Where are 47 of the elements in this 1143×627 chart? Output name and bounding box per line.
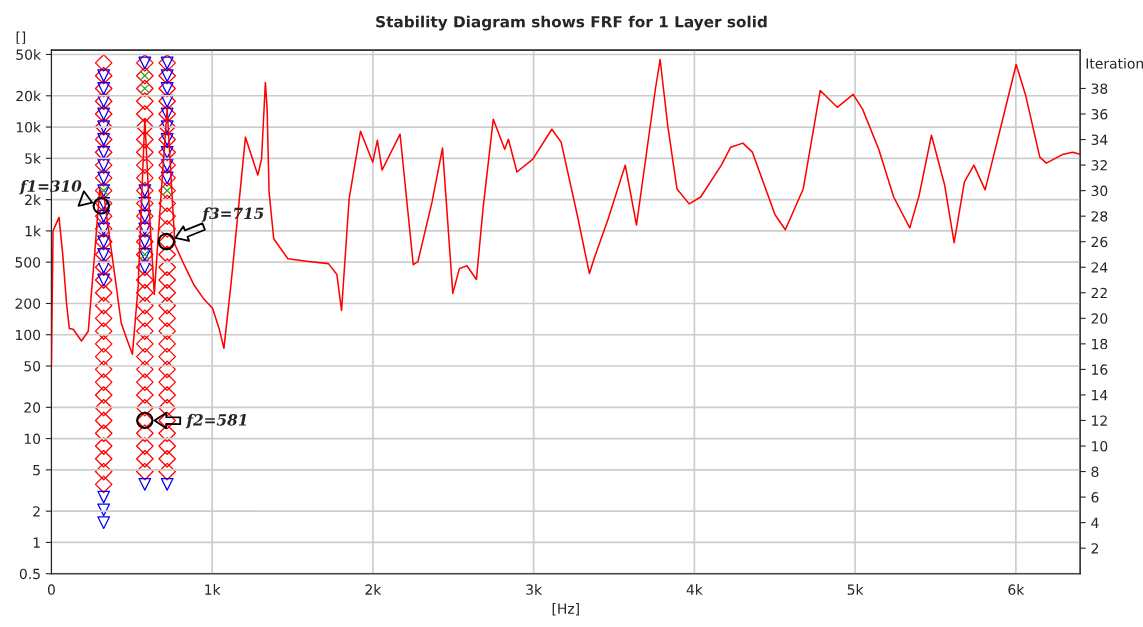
chart-title: Stability Diagram shows FRF for 1 Layer solid — [376, 15, 767, 31]
x-tick-label: 5k — [847, 584, 864, 595]
y-tick-label: 100 — [16, 329, 41, 341]
y-tick-label: 50k — [16, 49, 41, 60]
y-tick-label: 10k — [16, 121, 41, 133]
y2-tick-label: 12 — [1092, 415, 1107, 426]
y2-tick-label: 28 — [1091, 211, 1108, 222]
y2-tick-label: 36 — [1091, 108, 1108, 120]
y2-tick-label: 24 — [1091, 262, 1108, 273]
y-tick-label: 1k — [25, 225, 41, 237]
y-tick-label: 2 — [33, 506, 40, 517]
y-tick-label: 200 — [15, 298, 41, 309]
y-tick-label: 5k — [25, 153, 41, 164]
x-tick-label: 2k — [365, 584, 382, 595]
y-tick-label: 2k — [25, 194, 41, 205]
y2-tick-label: 10 — [1092, 440, 1108, 452]
y-tick-label: 20k — [16, 90, 41, 102]
x-tick-label: 0 — [47, 584, 55, 595]
y2-tick-label: 4 — [1091, 517, 1099, 528]
y-tick-label: 50 — [24, 360, 41, 372]
y-tick-label: 20 — [24, 402, 41, 413]
y2-tick-label: 16 — [1092, 364, 1108, 375]
y-tick-label: 0.5 — [19, 568, 40, 580]
y-tick-label: 10 — [24, 433, 41, 445]
y2-tick-label: 18 — [1092, 338, 1108, 350]
y2-tick-label: 2 — [1091, 543, 1098, 554]
x-tick-label: 4k — [686, 584, 703, 595]
y2-tick-label: 38 — [1091, 83, 1108, 94]
x-tick-label: 3k — [526, 584, 543, 595]
y2-tick-label: 32 — [1091, 160, 1107, 171]
y2-tick-label: 14 — [1092, 390, 1108, 401]
y-tick-label: 500 — [15, 257, 41, 268]
y2-tick-label: 26 — [1091, 236, 1108, 248]
y2-tick-label: 6 — [1091, 492, 1099, 503]
y2-axis-title: Iteration — [1086, 58, 1143, 69]
y-axis-title: [] — [16, 31, 26, 44]
annotation: f2=581 — [185, 413, 246, 429]
y2-tick-label: 30 — [1091, 185, 1108, 197]
y2-tick-label: 8 — [1091, 466, 1099, 478]
x-tick-label: 6k — [1008, 584, 1025, 595]
x-tick-label: 1k — [205, 584, 221, 595]
y2-tick-label: 34 — [1091, 134, 1108, 146]
y-tick-label: 5 — [33, 465, 40, 476]
y2-tick-label: 20 — [1091, 313, 1108, 324]
y2-tick-label: 22 — [1091, 287, 1107, 299]
x-axis-title: [Hz] — [552, 603, 579, 616]
y-tick-label: 1 — [33, 537, 40, 548]
